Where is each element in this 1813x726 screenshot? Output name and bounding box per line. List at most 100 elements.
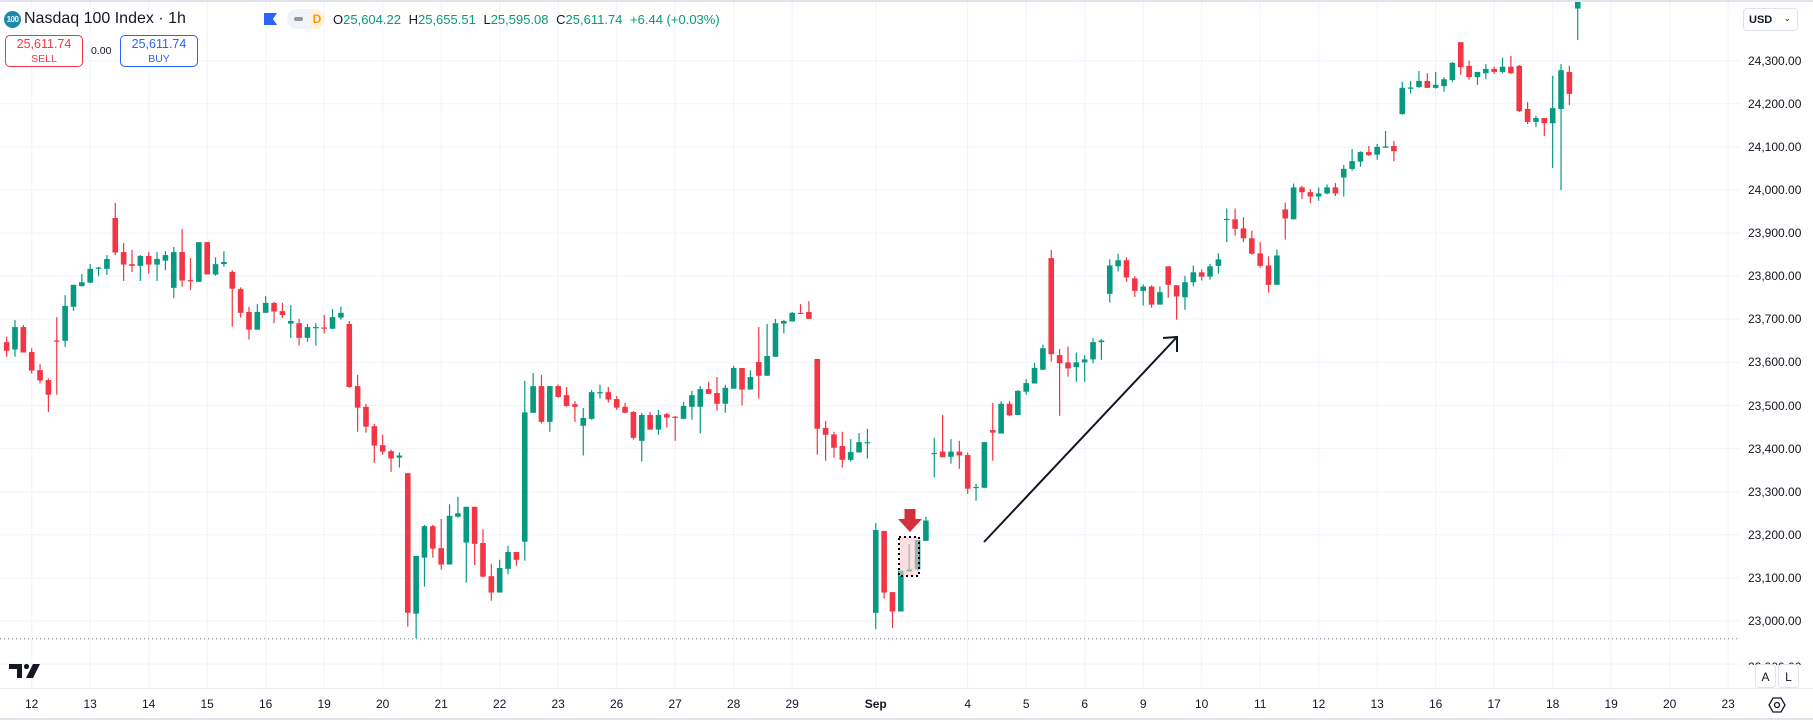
candle[interactable] <box>781 320 787 334</box>
candle[interactable] <box>1449 61 1456 82</box>
candle[interactable] <box>714 377 720 411</box>
candle[interactable] <box>622 402 628 414</box>
candle[interactable] <box>196 242 202 282</box>
candle[interactable] <box>79 274 85 287</box>
candle[interactable] <box>95 266 102 277</box>
candle[interactable] <box>1123 257 1130 282</box>
candle[interactable] <box>37 364 43 384</box>
candle[interactable] <box>839 431 846 468</box>
candle[interactable] <box>923 516 929 541</box>
symbol-title[interactable]: Nasdaq 100 Index · 1h <box>24 10 186 27</box>
candle[interactable] <box>1366 146 1372 156</box>
candle[interactable] <box>1140 284 1146 306</box>
candle[interactable] <box>563 386 570 407</box>
candle[interactable] <box>964 452 971 494</box>
candle[interactable] <box>1274 249 1280 285</box>
candle[interactable] <box>530 373 536 413</box>
candle[interactable] <box>981 442 988 488</box>
candle[interactable] <box>338 306 344 320</box>
candle[interactable] <box>396 452 403 468</box>
candle[interactable] <box>672 415 678 441</box>
candle[interactable] <box>371 424 378 463</box>
candle[interactable] <box>613 396 620 410</box>
candle[interactable] <box>1499 57 1506 74</box>
candle[interactable] <box>689 390 695 420</box>
candle[interactable] <box>179 228 185 287</box>
candle[interactable] <box>998 401 1004 434</box>
candle[interactable] <box>580 408 587 456</box>
candle[interactable] <box>1558 64 1564 190</box>
candle[interactable] <box>45 378 52 412</box>
candle[interactable] <box>889 592 896 628</box>
candle[interactable] <box>1566 65 1573 106</box>
candle[interactable] <box>1549 75 1556 169</box>
candle[interactable] <box>764 324 770 376</box>
candle[interactable] <box>271 302 277 324</box>
candle[interactable] <box>1006 401 1013 417</box>
candle[interactable] <box>647 411 653 430</box>
candle[interactable] <box>806 301 812 319</box>
candle[interactable] <box>112 202 119 256</box>
candle[interactable] <box>755 327 762 399</box>
candle[interactable] <box>513 552 520 566</box>
candle[interactable] <box>814 358 821 455</box>
candle[interactable] <box>229 270 236 327</box>
candle[interactable] <box>446 504 453 565</box>
candle[interactable] <box>1040 344 1046 371</box>
candle[interactable] <box>555 384 561 398</box>
candle[interactable] <box>956 440 963 469</box>
candle[interactable] <box>1432 71 1439 89</box>
candle[interactable] <box>1324 184 1330 195</box>
candle[interactable] <box>1424 73 1431 88</box>
candle[interactable] <box>1015 389 1021 415</box>
candle[interactable] <box>789 311 795 322</box>
candle[interactable] <box>262 296 269 313</box>
flag-icon[interactable] <box>264 13 277 25</box>
candle[interactable] <box>1207 264 1213 280</box>
candle[interactable] <box>1315 187 1322 201</box>
candle[interactable] <box>496 559 503 593</box>
candle[interactable] <box>1357 151 1364 167</box>
candle[interactable] <box>831 431 837 458</box>
candle[interactable] <box>321 314 327 334</box>
candle[interactable] <box>1407 80 1414 94</box>
candle[interactable] <box>1190 265 1197 287</box>
candle[interactable] <box>1508 55 1514 75</box>
candle[interactable] <box>1441 77 1447 92</box>
candle[interactable] <box>354 374 361 432</box>
candle[interactable] <box>521 380 528 561</box>
candle[interactable] <box>212 257 219 276</box>
candle[interactable] <box>1023 379 1029 395</box>
candle[interactable] <box>404 473 411 627</box>
candle[interactable] <box>931 437 938 478</box>
candle[interactable] <box>1257 242 1263 268</box>
candle[interactable] <box>1249 230 1255 255</box>
market-status-pill[interactable]: D <box>287 9 325 29</box>
candle[interactable] <box>730 365 737 389</box>
candle[interactable] <box>881 530 887 599</box>
candle[interactable] <box>12 320 18 357</box>
highlight-box[interactable] <box>898 536 920 577</box>
candle[interactable] <box>279 302 286 319</box>
candle[interactable] <box>1533 115 1539 128</box>
candle[interactable] <box>1524 102 1531 125</box>
candle[interactable] <box>254 304 261 330</box>
candle[interactable] <box>797 304 804 315</box>
candle[interactable] <box>1282 202 1289 240</box>
candle[interactable] <box>120 243 127 281</box>
candle[interactable] <box>1399 81 1406 115</box>
candle[interactable] <box>1215 253 1222 274</box>
candle[interactable] <box>187 258 194 290</box>
candle[interactable] <box>480 529 486 578</box>
candle[interactable] <box>1157 286 1163 305</box>
candle[interactable] <box>313 323 319 346</box>
candle[interactable] <box>162 251 169 271</box>
candle[interactable] <box>1240 217 1247 243</box>
candle[interactable] <box>388 449 394 472</box>
candle[interactable] <box>1073 352 1080 382</box>
candle[interactable] <box>379 434 386 455</box>
candle[interactable] <box>296 318 302 346</box>
candle[interactable] <box>237 287 244 318</box>
candle[interactable] <box>572 401 578 422</box>
candle[interactable] <box>430 524 436 558</box>
